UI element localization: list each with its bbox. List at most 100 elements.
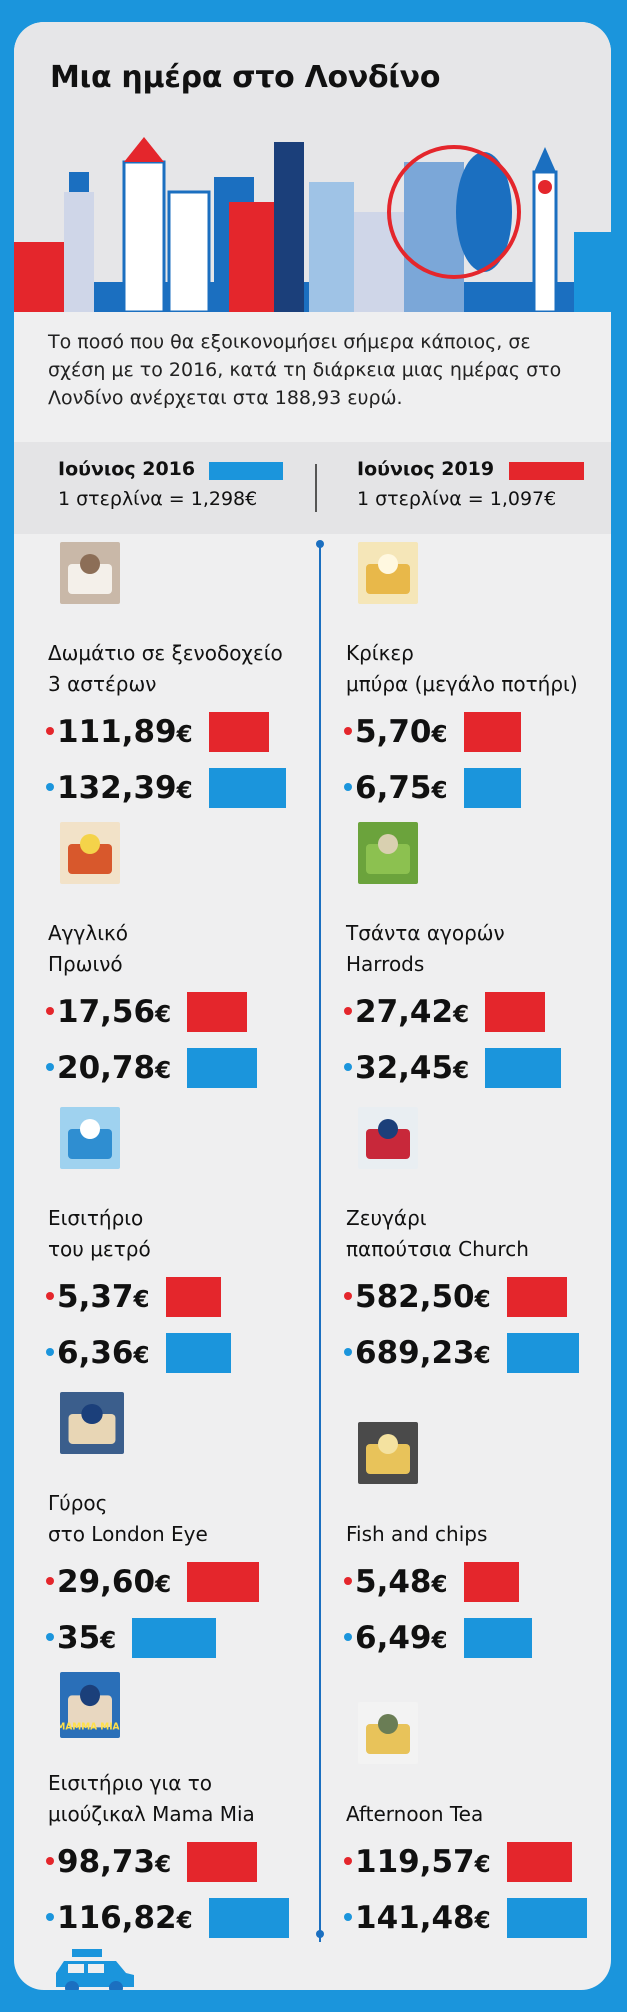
currency-symbol: € xyxy=(431,722,448,748)
bullet-dot xyxy=(46,1347,54,1356)
bar-2016 xyxy=(506,1898,587,1938)
bullet-dot xyxy=(344,782,352,791)
church-shoes-photo xyxy=(358,1107,418,1169)
harrods-bag-photo xyxy=(358,822,418,884)
currency-symbol: € xyxy=(176,778,193,804)
bar-2016 xyxy=(208,768,286,808)
bullet-dot xyxy=(46,782,54,791)
legend-2019-swatch xyxy=(509,462,584,480)
value-number: 141,48 xyxy=(355,1900,475,1936)
bullet-dot xyxy=(344,1006,352,1015)
bar-2019 xyxy=(506,1842,572,1882)
item-label: Κρίκερ μπύρα (μεγάλο ποτήρι) xyxy=(346,638,611,700)
value-number: 689,23 xyxy=(355,1335,475,1371)
legend-2016-swatch xyxy=(209,462,283,480)
item-label: Τσάντα αγορών Harrods xyxy=(346,918,611,980)
item-label: Εισιτήριο για το μιούζικαλ Mama Mia xyxy=(48,1768,318,1830)
item-label-line2: μιούζικαλ Mama Mia xyxy=(48,1802,255,1826)
value-2019: 5,70€ xyxy=(344,712,448,755)
divider-top-dot xyxy=(316,540,324,548)
london-eye-photo xyxy=(60,1392,124,1454)
item-label: Afternoon Tea xyxy=(346,1799,611,1830)
value-2016: 141,48€ xyxy=(344,1898,491,1941)
bullet-dot xyxy=(46,1632,54,1641)
header-band: Μια ημέρα στο Λονδίνο xyxy=(14,22,611,312)
value-2019: 29,60€ xyxy=(46,1562,171,1605)
value-number: 29,60 xyxy=(57,1564,156,1600)
fish-and-chips-photo xyxy=(358,1422,418,1484)
item-label-line2: παπούτσια Church xyxy=(346,1237,529,1261)
currency-symbol: € xyxy=(155,1002,172,1028)
bar-2019 xyxy=(506,1277,567,1317)
item-label-line1: Ζευγάρι xyxy=(346,1206,427,1230)
bullet-dot xyxy=(46,1856,54,1865)
divider-bottom-dot xyxy=(316,1930,324,1938)
value-2019: 17,56€ xyxy=(46,992,171,1035)
infographic-card: Μια ημέρα στο Λονδίνο Το ποσό που θα εξο… xyxy=(14,22,611,1990)
value-2019: 5,37€ xyxy=(46,1277,150,1320)
currency-symbol: € xyxy=(474,1908,491,1934)
item-label: Εισιτήριο του μετρό xyxy=(48,1203,318,1265)
value-number: 116,82 xyxy=(57,1900,177,1936)
currency-symbol: € xyxy=(176,1908,193,1934)
item-label-line2: Afternoon Tea xyxy=(346,1802,484,1826)
value-number: 27,42 xyxy=(355,994,454,1030)
value-2016: 6,36€ xyxy=(46,1333,150,1376)
item-label-line1: Γύρος xyxy=(48,1491,108,1515)
legend-2019-title: Ιούνιος 2019 xyxy=(357,458,495,480)
taxi-icon xyxy=(56,1949,134,1990)
currency-symbol: € xyxy=(431,1572,448,1598)
poster-text: MAMMA MIA! xyxy=(60,1721,120,1732)
value-number: 111,89 xyxy=(57,714,177,750)
value-2019: 98,73€ xyxy=(46,1842,171,1885)
london-skyline-illustration xyxy=(14,137,611,312)
hotel-room-photo xyxy=(60,542,120,604)
item-label-line1: Εισιτήριο για το xyxy=(48,1771,213,1795)
bar-2016 xyxy=(165,1333,231,1373)
item-label-line2: του μετρό xyxy=(48,1237,151,1261)
value-number: 35 xyxy=(57,1620,101,1656)
value-number: 132,39 xyxy=(57,770,177,806)
bar-2019 xyxy=(463,1562,519,1602)
item-label-line2: Fish and chips xyxy=(346,1522,488,1546)
value-2016: 20,78€ xyxy=(46,1048,171,1091)
english-breakfast-photo xyxy=(60,822,120,884)
value-number: 119,57 xyxy=(355,1844,475,1880)
value-2016: 132,39€ xyxy=(46,768,193,811)
bullet-dot xyxy=(344,1632,352,1641)
value-number: 17,56 xyxy=(57,994,156,1030)
item-label: Fish and chips xyxy=(346,1519,611,1550)
legend-2016-title: Ιούνιος 2016 xyxy=(58,458,196,480)
intro-text: Το ποσό που θα εξοικονομήσει σήμερα κάπο… xyxy=(48,331,562,409)
item-label-line2: Harrods xyxy=(346,952,425,976)
bar-2019 xyxy=(463,712,521,752)
item-label-line1: Δωμάτιο σε ξενοδοχείο xyxy=(48,641,283,665)
item-label: Δωμάτιο σε ξενοδοχείο 3 αστέρων xyxy=(48,638,318,700)
currency-symbol: € xyxy=(155,1572,172,1598)
value-number: 5,48 xyxy=(355,1564,432,1600)
value-2019: 5,48€ xyxy=(344,1562,448,1605)
item-label-line1: Εισιτήριο xyxy=(48,1206,144,1230)
bullet-dot xyxy=(344,1856,352,1865)
value-number: 6,49 xyxy=(355,1620,432,1656)
bar-2016 xyxy=(506,1333,579,1373)
bullet-dot xyxy=(344,1912,352,1921)
value-number: 98,73 xyxy=(57,1844,156,1880)
bar-2019 xyxy=(187,1842,258,1882)
currency-symbol: € xyxy=(431,1628,448,1654)
value-2016: 35€ xyxy=(46,1618,116,1661)
value-2019: 119,57€ xyxy=(344,1842,491,1885)
value-2019: 111,89€ xyxy=(46,712,193,755)
bullet-dot xyxy=(46,1062,54,1071)
value-2019: 582,50€ xyxy=(344,1277,491,1320)
legend-2016-rate: 1 στερλίνα = 1,298€ xyxy=(58,488,258,510)
bar-2016 xyxy=(132,1618,217,1658)
value-number: 6,36 xyxy=(57,1335,134,1371)
legend-divider xyxy=(315,464,317,512)
item-label-line1: Κρίκερ xyxy=(346,641,414,665)
bullet-dot xyxy=(46,1291,54,1300)
bullet-dot xyxy=(46,1912,54,1921)
bullet-dot xyxy=(46,1006,54,1015)
bullet-dot xyxy=(344,1062,352,1071)
value-number: 32,45 xyxy=(355,1050,454,1086)
